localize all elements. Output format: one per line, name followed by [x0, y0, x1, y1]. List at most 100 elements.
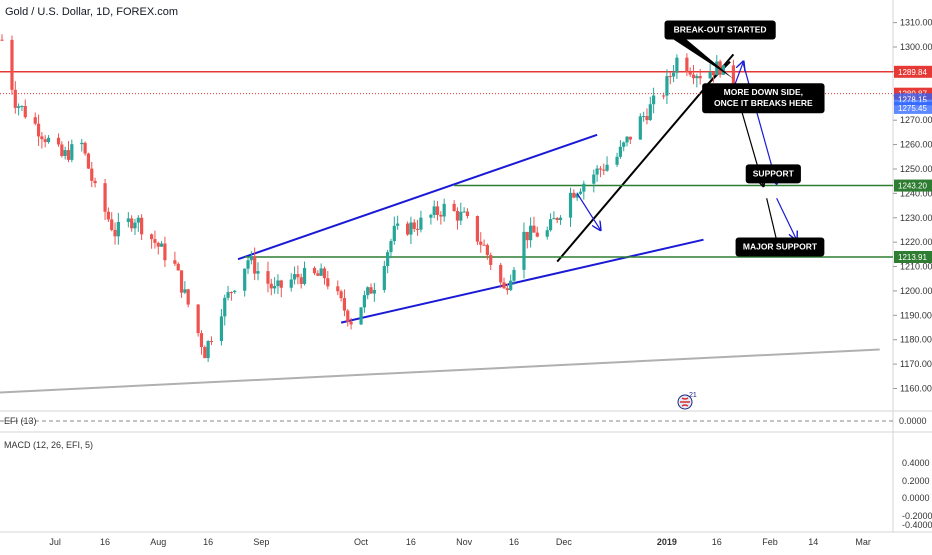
flag-stripes-icon — [680, 397, 690, 407]
callout-breakout-box — [664, 20, 776, 40]
current-price-label: 1278.15 — [898, 95, 927, 104]
candle-body-up — [289, 279, 293, 288]
candle-body-up — [116, 221, 120, 237]
candle-body-up — [512, 269, 516, 281]
candle-body-down — [106, 211, 110, 220]
candle-body-up — [389, 241, 393, 253]
candle-body-up — [243, 268, 247, 291]
candle-body-up — [708, 71, 712, 79]
macd-tick-label: 0.2000 — [902, 476, 930, 486]
candle-body-up — [382, 266, 386, 290]
price-tick-label: 1300.00 — [900, 42, 932, 52]
efi-label[interactable]: EFI (13) — [4, 416, 37, 426]
candle-body-up — [545, 230, 549, 237]
candle-body-up — [126, 218, 130, 222]
candle-body-down — [435, 206, 440, 215]
candle-body-up — [246, 260, 250, 269]
candle-body-up — [638, 116, 642, 140]
candle-body-down — [60, 144, 64, 156]
candle-body-down — [452, 203, 456, 211]
candle-body-up — [226, 292, 230, 298]
drawings — [0, 53, 893, 394]
price-tick-label: 1190.00 — [900, 310, 932, 320]
candle-body-down — [691, 74, 696, 79]
candle-body-down — [369, 287, 373, 294]
candle-body-down — [688, 72, 692, 75]
candle-body-up — [625, 136, 629, 143]
candle-body-up — [582, 183, 586, 192]
candle-body-up — [20, 106, 24, 108]
candle-body-up — [509, 280, 513, 291]
candle-body-down — [415, 228, 420, 230]
event-badge[interactable]: 21 — [677, 392, 697, 410]
price-tick-label: 1260.00 — [900, 140, 932, 150]
candle-body-up — [276, 280, 280, 287]
candle-body-up — [665, 76, 669, 96]
channel-upper-line — [237, 133, 598, 261]
candle-body-down — [10, 39, 14, 90]
candle-body-down — [56, 137, 61, 145]
candle-body-up — [568, 192, 573, 218]
candle-body-down — [502, 282, 506, 289]
candle-body-down — [209, 341, 214, 343]
price-tick-label: 1220.00 — [900, 237, 932, 247]
candle-body-down — [156, 242, 160, 247]
candle-body-down — [269, 283, 273, 289]
candle-body-down — [86, 153, 91, 169]
candle-body-up — [409, 222, 413, 235]
major-support-price-label: 1213.91 — [898, 253, 927, 262]
chart-title: Gold / U.S. Dollar, 1D, FOREX.com — [5, 6, 178, 18]
candle-body-up — [256, 271, 260, 274]
time-tick-label: Jul — [49, 537, 61, 547]
candle-body-down — [196, 304, 200, 334]
candle-body-up — [675, 57, 679, 73]
candle-body-up — [46, 137, 51, 143]
price-tick-label: 1170.00 — [900, 359, 932, 369]
price-tick-label: 1230.00 — [900, 213, 932, 223]
time-tick-label: 2019 — [657, 537, 677, 547]
candle-body-down — [130, 218, 134, 229]
callout-breakout-text: BREAK-OUT STARTED — [674, 24, 767, 34]
candle-body-up — [715, 61, 719, 76]
macd-label[interactable]: MACD (12, 26, EFI, 5) — [4, 440, 93, 450]
label-major-support-box — [735, 237, 825, 257]
price-axis[interactable]: 1160.00 1170.00 1180.00 1190.00 1200.00 1210.… — [893, 18, 932, 394]
time-axis[interactable]: Jul 16 Aug 16 Sep Oct 16 Nov 16 Dec 2019 16 Feb 14 Mar — [49, 537, 870, 547]
candle-body-up — [419, 217, 423, 230]
candle-body-down — [199, 333, 204, 348]
candle-body-down — [662, 95, 666, 97]
candle-body-down — [150, 234, 154, 240]
candle-body-up — [605, 164, 609, 171]
callout-downside-text: MORE DOWN SIDE, — [724, 87, 803, 97]
candle-body-down — [346, 310, 350, 322]
price-tick-label: 1200.00 — [900, 286, 932, 296]
candle-body-up — [522, 231, 526, 270]
candle-body-down — [140, 217, 144, 235]
candle-body-up — [459, 211, 463, 221]
candle-body-down — [279, 280, 283, 288]
candle-body-up — [183, 289, 187, 293]
candle-body-down — [186, 289, 190, 305]
candle-body-down — [43, 139, 47, 143]
candle-body-up — [578, 191, 583, 194]
candle-body-down — [13, 89, 17, 108]
candle-body-down — [342, 298, 347, 311]
time-tick-label: 14 — [808, 537, 818, 547]
current-price-tag — [894, 101, 932, 114]
support-price-tag — [894, 179, 932, 192]
candle-body-down — [203, 347, 207, 359]
candle-body-down — [406, 223, 410, 235]
long-trend-line — [0, 348, 880, 394]
time-tick-label: Aug — [150, 537, 166, 547]
support-price-label: 1243.20 — [898, 182, 927, 191]
candle-body-up — [206, 341, 210, 359]
candle-body-down — [685, 57, 689, 73]
candle-body-down — [572, 192, 576, 198]
candle-body-up — [462, 211, 466, 213]
candle-body-down — [83, 142, 87, 154]
event-badge-count: 21 — [689, 392, 697, 399]
candle-body-down — [266, 271, 270, 284]
current-price-label: 1275.45 — [898, 104, 927, 113]
candle-body-down — [455, 210, 460, 221]
